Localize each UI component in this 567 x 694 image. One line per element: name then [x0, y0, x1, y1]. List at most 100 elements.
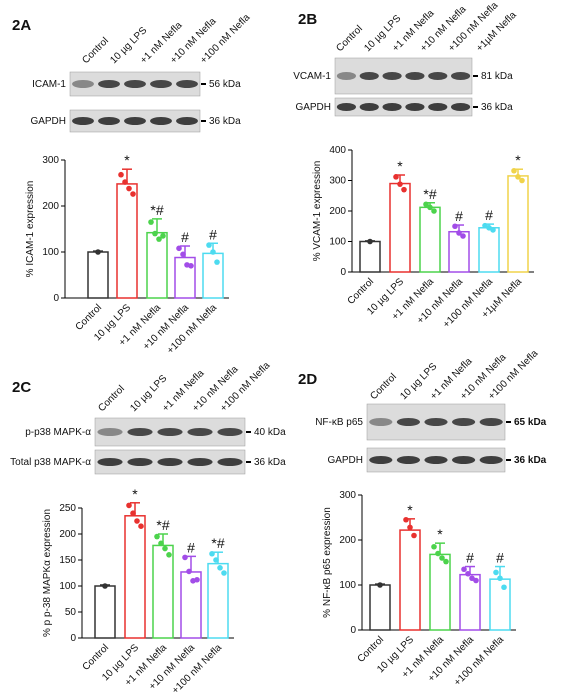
- data-point: [461, 566, 467, 573]
- marker-label: 40 kDa: [254, 427, 286, 438]
- y-axis-label: % p p-38 MAPKα expression: [42, 509, 53, 637]
- blot-band: [217, 428, 243, 436]
- marker-label: 56 kDa: [209, 79, 241, 90]
- blot-band: [359, 72, 379, 80]
- data-point: [102, 583, 108, 589]
- blot-band: [396, 418, 420, 426]
- data-point: [443, 558, 449, 565]
- blot-band: [98, 117, 120, 125]
- marker-label: 36 kDa: [254, 457, 286, 468]
- data-point: [217, 565, 223, 571]
- data-point: [501, 584, 507, 591]
- bar: [389, 182, 411, 273]
- blot-band: [176, 80, 198, 88]
- blot-band: [97, 458, 123, 466]
- blot-band: [396, 456, 420, 464]
- annotation: *: [397, 158, 403, 174]
- blot-strip: [334, 57, 473, 95]
- blot-band: [127, 458, 153, 466]
- annotation: *#: [423, 186, 436, 202]
- annotation: *: [132, 486, 138, 502]
- blot-band: [479, 456, 503, 464]
- lane-label: +100 nM Nefla: [486, 348, 540, 402]
- data-point: [158, 540, 164, 547]
- data-point: [367, 238, 373, 245]
- error-bar: [186, 555, 196, 572]
- data-point: [162, 545, 168, 552]
- data-point: [156, 236, 162, 242]
- data-point: [95, 249, 101, 255]
- data-point: [411, 532, 417, 539]
- bar: [448, 230, 470, 273]
- blot-band: [217, 458, 243, 466]
- bar: [489, 578, 511, 631]
- blot-band: [336, 72, 357, 80]
- data-point: [126, 502, 132, 509]
- bar: [124, 515, 146, 639]
- data-point: [452, 223, 458, 230]
- panel-label: 2A: [12, 17, 31, 34]
- annotation: #: [455, 208, 463, 224]
- lane-label: Control: [334, 24, 365, 55]
- y-tick-label: 100: [339, 580, 356, 591]
- blot-band: [405, 72, 425, 80]
- annotation: *#: [211, 535, 224, 551]
- data-point: [134, 518, 140, 524]
- y-tick-label: 200: [339, 535, 356, 546]
- data-point: [460, 233, 466, 239]
- data-point: [209, 550, 215, 557]
- y-tick-label: 250: [59, 503, 76, 514]
- y-tick-label: 0: [340, 267, 346, 278]
- blot-band: [424, 456, 448, 464]
- y-axis-label: % VCAM-1 expression: [312, 161, 323, 262]
- data-point: [431, 543, 437, 550]
- data-point: [407, 524, 413, 531]
- annotation: #: [181, 229, 189, 245]
- lane-label: Control: [368, 372, 399, 403]
- data-point: [210, 249, 216, 255]
- y-tick-label: 200: [59, 529, 76, 540]
- blot-band: [150, 80, 172, 88]
- blot-row-label: VCAM-1: [293, 71, 331, 82]
- data-point: [122, 179, 128, 185]
- blot-band: [124, 117, 146, 125]
- y-axis-label: % ICAM-1 expression: [25, 181, 36, 278]
- data-point: [221, 570, 227, 576]
- data-point: [182, 554, 188, 561]
- data-point: [403, 516, 409, 523]
- data-point: [435, 550, 441, 557]
- bar: [478, 227, 500, 273]
- blot-band: [72, 117, 94, 125]
- y-tick-label: 300: [42, 155, 59, 166]
- blot-band: [98, 80, 120, 88]
- bar: [202, 252, 224, 299]
- y-tick-label: 0: [350, 625, 356, 636]
- blot-band: [187, 428, 213, 436]
- data-point: [423, 201, 429, 208]
- blot-band: [72, 80, 94, 88]
- y-tick-label: 200: [42, 201, 59, 212]
- blot-band: [369, 418, 393, 426]
- annotation: *: [515, 152, 521, 168]
- data-point: [130, 191, 136, 197]
- data-point: [148, 219, 154, 225]
- data-point: [206, 242, 212, 248]
- annotation: #: [485, 207, 493, 223]
- data-point: [180, 251, 186, 258]
- blot-strip: [334, 97, 473, 117]
- bar: [369, 584, 391, 631]
- data-point: [490, 227, 496, 233]
- data-point: [214, 259, 220, 265]
- y-tick-label: 300: [329, 176, 346, 187]
- bar: [116, 183, 138, 299]
- marker-label: 81 kDa: [481, 71, 513, 82]
- data-point: [118, 171, 124, 178]
- blot-band: [336, 103, 357, 111]
- data-point: [493, 569, 499, 576]
- y-tick-label: 400: [329, 145, 346, 156]
- y-tick-label: 300: [339, 490, 356, 501]
- data-point: [519, 177, 525, 184]
- blot-band: [450, 103, 471, 111]
- blot-band: [359, 103, 379, 111]
